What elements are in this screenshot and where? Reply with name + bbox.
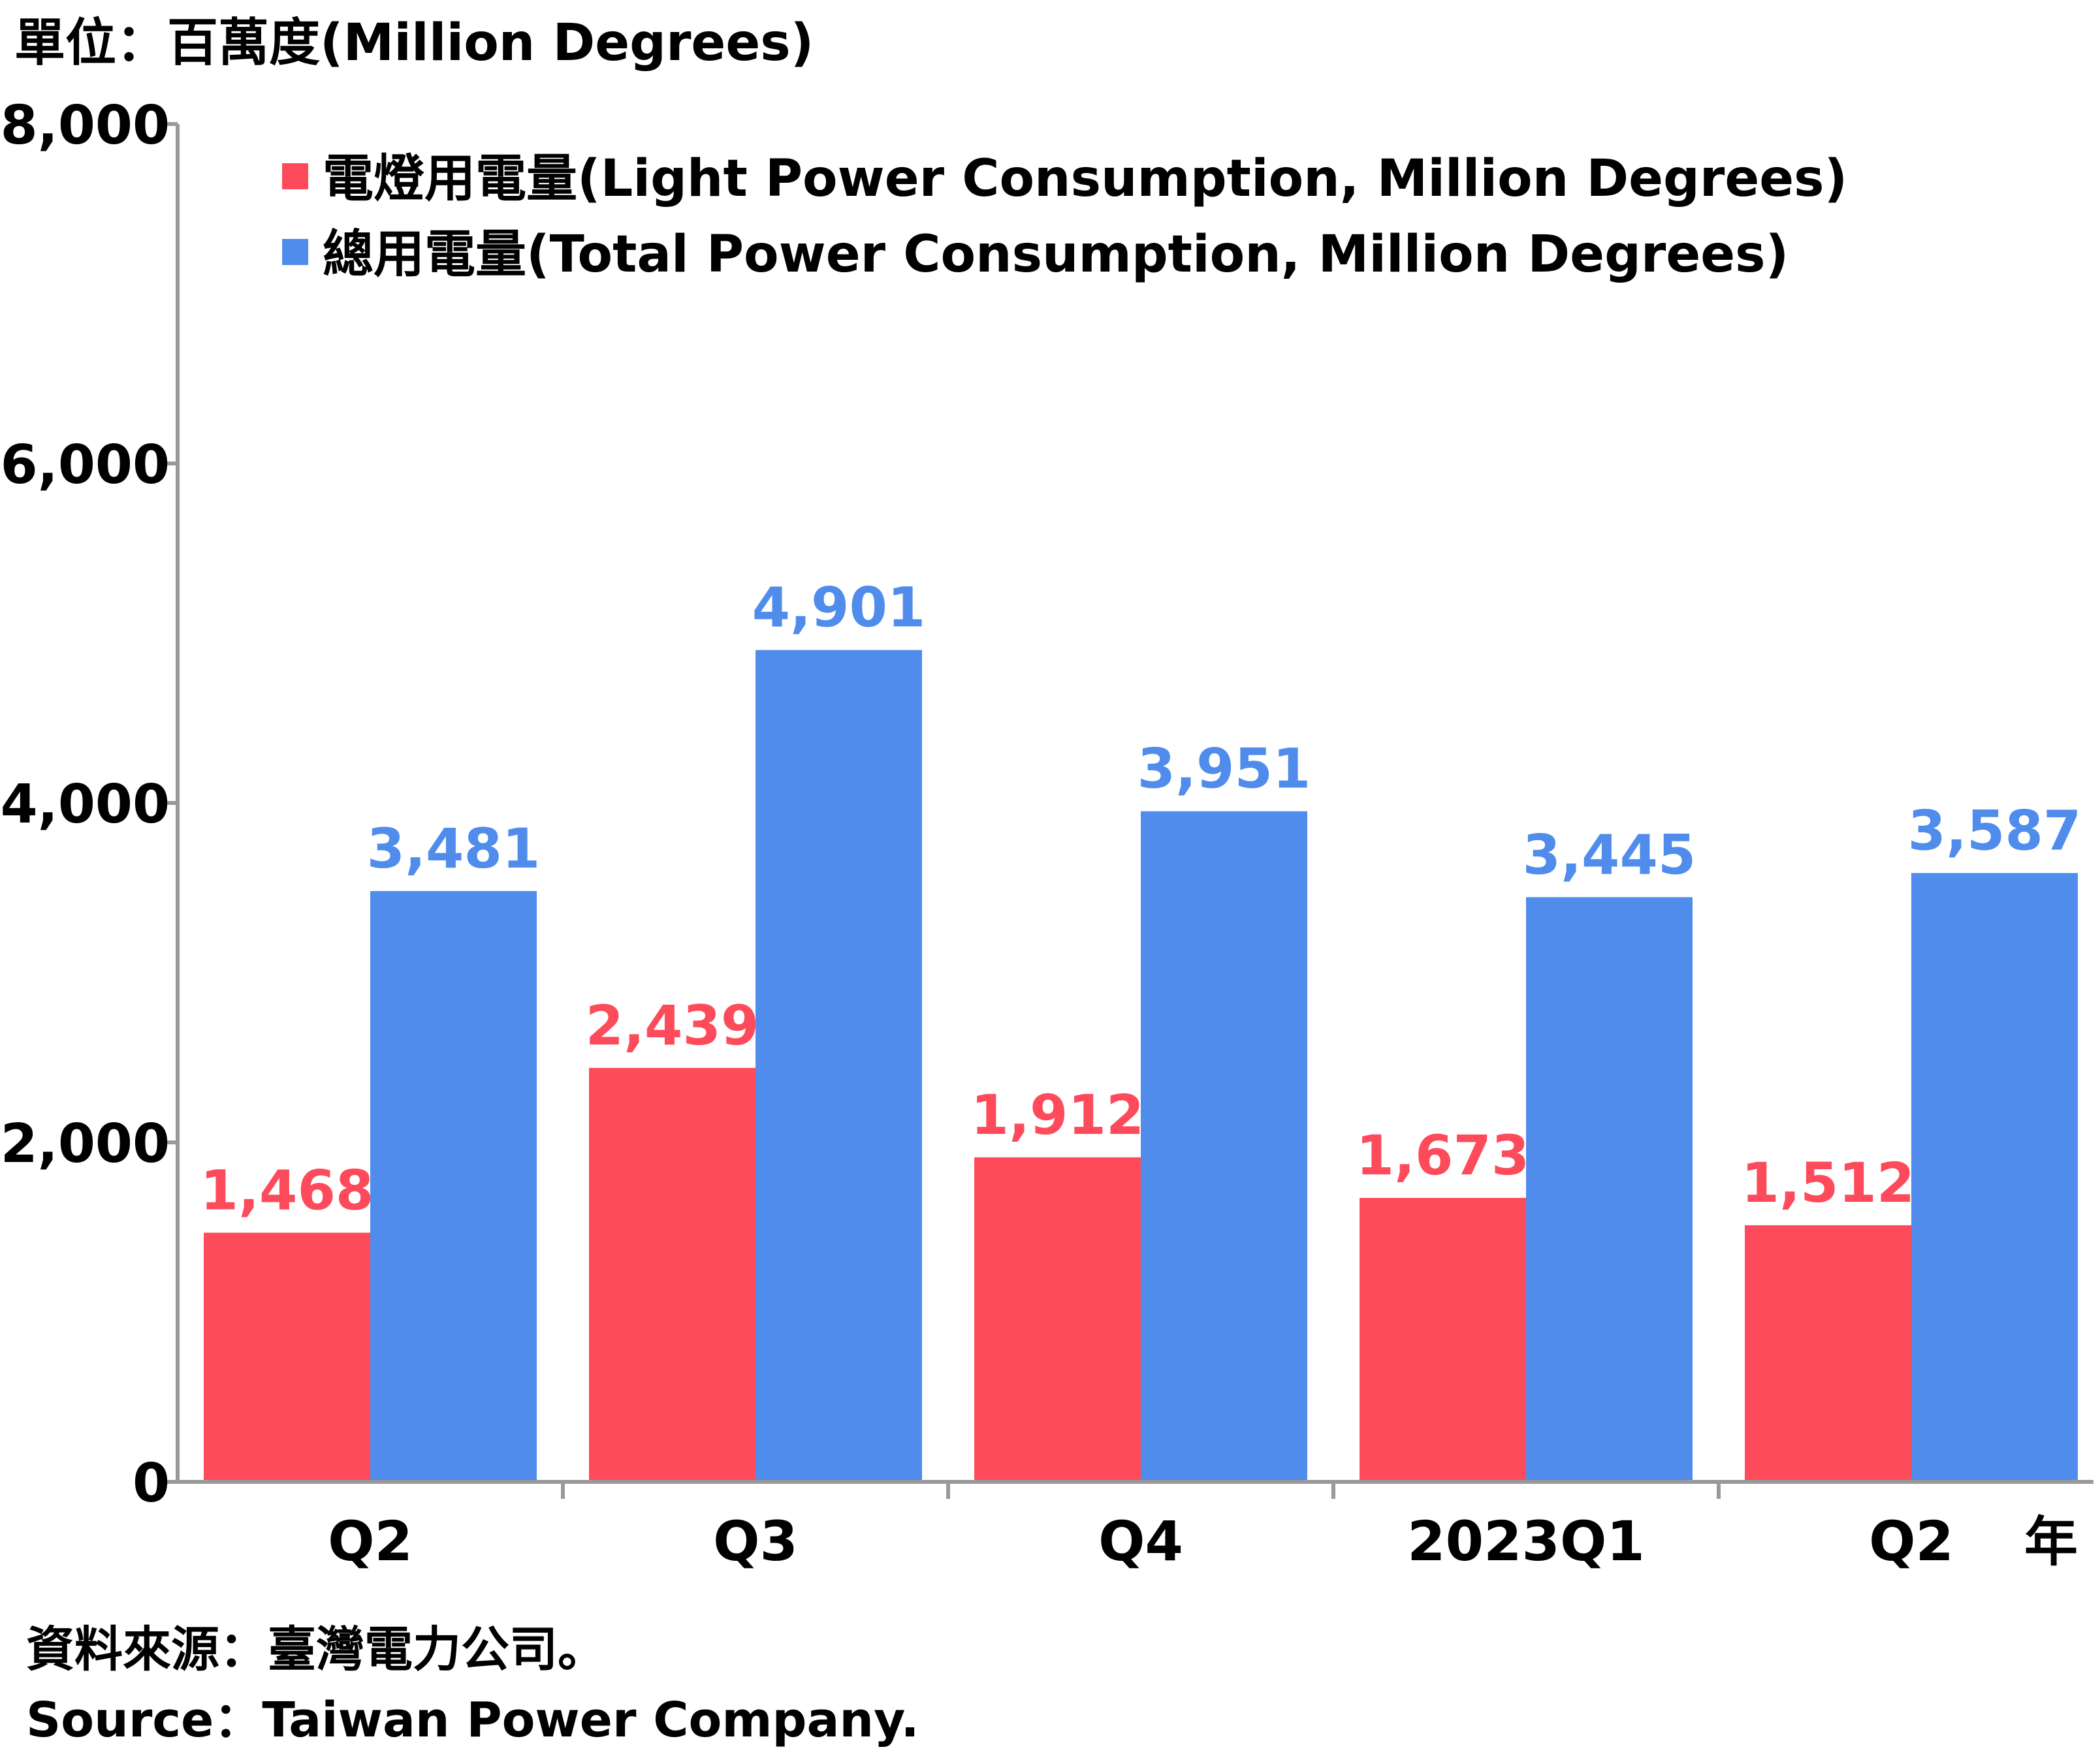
x-axis-ticks: Q2 Q3 Q4 2023Q1 Q2: [328, 1482, 1954, 1573]
bars: [204, 650, 2078, 1482]
value-label-light: 1,468: [200, 1158, 374, 1222]
y-tick-label: 0: [133, 1452, 170, 1515]
legend-swatch-total: [282, 239, 308, 265]
value-label-light: 1,512: [1742, 1151, 1915, 1215]
bar-total: [756, 650, 922, 1482]
bar-total: [370, 890, 537, 1482]
legend-swatch-light: [282, 163, 308, 189]
value-label-light: 1,673: [1356, 1123, 1530, 1187]
source-en: Source：Taiwan Power Company.: [26, 1692, 919, 1748]
x-tick-label: Q4: [1098, 1509, 1183, 1573]
value-label-light: 2,439: [586, 994, 759, 1058]
x-tick-label: Q2: [328, 1509, 413, 1573]
source-zh: 資料來源：臺灣電力公司。: [26, 1622, 606, 1678]
value-labels: 1,468 2,439 1,912 1,673 1,512 3,481 4,901 3,951…: [200, 576, 2082, 1223]
y-axis-ticks: 0 2,000 4,000 6,000 8,000: [1, 95, 178, 1515]
value-label-total: 3,587: [1908, 798, 2082, 862]
bar-light: [204, 1232, 370, 1482]
bar-total: [1911, 873, 2078, 1482]
value-label-total: 4,901: [752, 576, 926, 640]
legend-label-total: 總用電量(Total Power Consumption, Million De…: [323, 225, 1789, 284]
y-tick-label: 8,000: [1, 95, 170, 157]
bar-total: [1141, 811, 1307, 1482]
value-label-total: 3,445: [1523, 823, 1696, 887]
bar-light: [589, 1067, 756, 1482]
x-tick-label: Q3: [713, 1509, 798, 1573]
y-tick-label: 4,000: [1, 774, 170, 836]
bar-light: [974, 1157, 1141, 1482]
legend: 電燈用電量(Light Power Consumption, Million D…: [282, 149, 1847, 284]
y-tick-label: 6,000: [1, 434, 170, 496]
x-tick-label: 2023Q1: [1407, 1509, 1645, 1573]
y-tick-label: 2,000: [1, 1113, 170, 1175]
value-label-total: 3,481: [367, 817, 541, 881]
value-label-light: 1,912: [971, 1083, 1145, 1147]
bar-total: [1526, 897, 1693, 1482]
value-label-total: 3,951: [1138, 737, 1311, 801]
legend-label-light: 電燈用電量(Light Power Consumption, Million D…: [323, 149, 1847, 208]
x-tick-label: Q2: [1869, 1509, 1954, 1573]
x-axis-unit-label: 年: [2024, 1511, 2078, 1573]
unit-label: 單位：百萬度(Million Degrees): [14, 14, 814, 72]
bar-light: [1745, 1225, 1911, 1482]
bar-light: [1360, 1198, 1526, 1482]
